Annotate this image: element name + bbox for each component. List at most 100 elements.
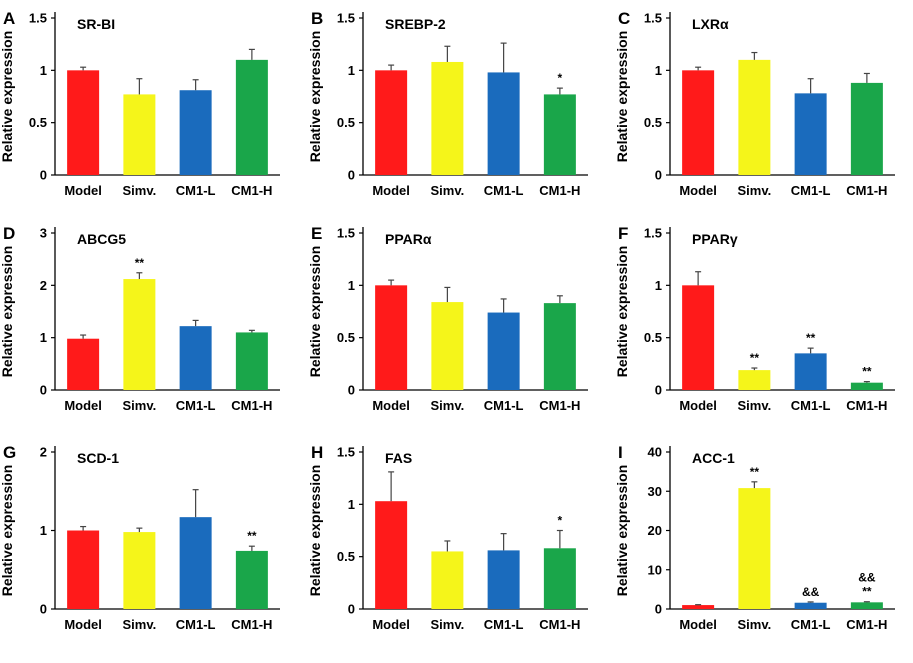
- panel-i-ytick-label: 40: [648, 445, 662, 460]
- panel-h-bar-cm1l: [487, 550, 520, 609]
- panel-a-bar-simv: [123, 94, 156, 175]
- panel-e-xtick-label: Model: [372, 398, 410, 413]
- panel-g-letter: G: [3, 443, 16, 462]
- panel-g-ytick-label: 1: [40, 523, 47, 538]
- panel-b-ytick-label: 1.5: [337, 11, 355, 26]
- panel-b-significance-label: *: [558, 71, 563, 85]
- panel-h-xtick-label: CM1-H: [539, 617, 580, 632]
- panel-i-xtick-label: Simv.: [738, 617, 772, 632]
- panel-h-xtick-label: Simv.: [431, 617, 465, 632]
- panel-d-ytick-label: 3: [40, 226, 47, 241]
- panel-b-bar-simv: [431, 61, 464, 175]
- panel-f-bar-cm1l: [794, 353, 827, 390]
- panel-i-letter: I: [618, 443, 623, 462]
- panel-b-ytick-label: 0: [348, 168, 355, 183]
- panel-d-bar-cm1h: [235, 332, 268, 390]
- panel-g-bar-cm1h: [235, 550, 268, 609]
- panel-h-title: FAS: [385, 450, 412, 466]
- panel-c-xtick-label: Model: [679, 183, 717, 198]
- panel-d-xtick-label: CM1-L: [176, 398, 216, 413]
- panel-i-xtick-label: CM1-L: [791, 617, 831, 632]
- panel-b-xtick-label: Simv.: [431, 183, 465, 198]
- panel-b-ytick-label: 1: [348, 63, 355, 78]
- panel-e-ytick-label: 1.5: [337, 226, 355, 241]
- panel-i-significance-label: **: [862, 585, 872, 599]
- panel-b-letter: B: [311, 9, 323, 28]
- panel-a-bar-model: [67, 70, 100, 175]
- panel-c-xtick-label: CM1-H: [846, 183, 887, 198]
- panel-d-bar-model: [67, 338, 100, 390]
- panel-g-bar-cm1l: [179, 517, 212, 609]
- panel-c-xtick-label: CM1-L: [791, 183, 831, 198]
- panel-a-ylabel: Relative expression: [0, 31, 15, 163]
- panel-h-ytick-label: 0: [348, 602, 355, 617]
- panel-i-title: ACC-1: [692, 450, 735, 466]
- panel-f-ytick-label: 1: [655, 278, 662, 293]
- panel-g-ytick-label: 0: [40, 602, 47, 617]
- panel-i-bar-model: [682, 605, 715, 609]
- panel-h-xtick-label: CM1-L: [484, 617, 524, 632]
- panel-h-ytick-label: 1: [348, 497, 355, 512]
- panel-f-title: PPARγ: [692, 231, 738, 247]
- panel-g-xtick-label: CM1-H: [231, 617, 272, 632]
- panel-h-bar-simv: [431, 551, 464, 609]
- panel-c-bar-simv: [738, 59, 771, 175]
- panel-g-xtick-label: CM1-L: [176, 617, 216, 632]
- panel-e-ytick-label: 0: [348, 383, 355, 398]
- panel-f-xtick-label: Model: [679, 398, 717, 413]
- panel-c-letter: C: [618, 9, 630, 28]
- panel-b-xtick-label: CM1-H: [539, 183, 580, 198]
- panel-b-bar-model: [375, 70, 408, 175]
- panel-c-bar-cm1l: [794, 93, 827, 175]
- panel-b-bar-cm1h: [543, 94, 576, 175]
- panel-f-ytick-label: 0: [655, 383, 662, 398]
- panel-b-ytick-label: 0.5: [337, 115, 355, 130]
- panel-f-ylabel: Relative expression: [614, 246, 630, 378]
- panel-i-significance-label: &&: [858, 571, 876, 585]
- panel-c-title: LXRα: [692, 16, 729, 32]
- panel-f-xtick-label: Simv.: [738, 398, 772, 413]
- panel-a-bar-cm1h: [235, 59, 268, 175]
- panel-d-ytick-label: 0: [40, 383, 47, 398]
- panel-g-significance-label: **: [247, 529, 257, 543]
- panel-i-ytick-label: 30: [648, 484, 662, 499]
- panel-a-xtick-label: CM1-H: [231, 183, 272, 198]
- panel-g-title: SCD-1: [77, 450, 119, 466]
- panel-d-xtick-label: Model: [64, 398, 102, 413]
- panel-a-xtick-label: Simv.: [123, 183, 157, 198]
- panel-a-xtick-label: CM1-L: [176, 183, 216, 198]
- panel-g-bar-model: [67, 530, 100, 609]
- panel-f-xtick-label: CM1-H: [846, 398, 887, 413]
- panel-a-letter: A: [3, 9, 15, 28]
- panel-f-ytick-label: 1.5: [644, 226, 662, 241]
- panel-i-bar-cm1h: [850, 602, 883, 609]
- panel-h-bar-model: [375, 501, 408, 609]
- panel-e-xtick-label: Simv.: [431, 398, 465, 413]
- panel-a-ytick-label: 0.5: [29, 115, 47, 130]
- panel-i-xtick-label: CM1-H: [846, 617, 887, 632]
- panel-d-letter: D: [3, 224, 15, 243]
- panel-d-ylabel: Relative expression: [0, 246, 15, 378]
- panel-h-letter: H: [311, 443, 323, 462]
- panel-f-bar-cm1h: [850, 382, 883, 390]
- panel-d-significance-label: **: [135, 256, 145, 270]
- panel-c-ytick-label: 0.5: [644, 115, 662, 130]
- panel-g-bar-simv: [123, 532, 156, 609]
- panel-i-ytick-label: 10: [648, 562, 662, 577]
- panel-c-ytick-label: 0: [655, 168, 662, 183]
- panel-b-xtick-label: Model: [372, 183, 410, 198]
- panel-h-bar-cm1h: [543, 548, 576, 609]
- panel-e-ytick-label: 1: [348, 278, 355, 293]
- panel-e-bar-cm1l: [487, 312, 520, 390]
- panel-i-significance-label: &&: [802, 585, 820, 599]
- panel-f-significance-label: **: [806, 331, 816, 345]
- panel-e-ylabel: Relative expression: [307, 246, 323, 378]
- panel-e-title: PPARα: [385, 231, 432, 247]
- panel-d-bar-simv: [123, 279, 156, 390]
- panel-e-letter: E: [311, 224, 322, 243]
- panel-b-title: SREBP-2: [385, 16, 446, 32]
- panel-f-letter: F: [618, 224, 628, 243]
- panel-h-ytick-label: 0.5: [337, 549, 355, 564]
- panel-i-bar-simv: [738, 488, 771, 609]
